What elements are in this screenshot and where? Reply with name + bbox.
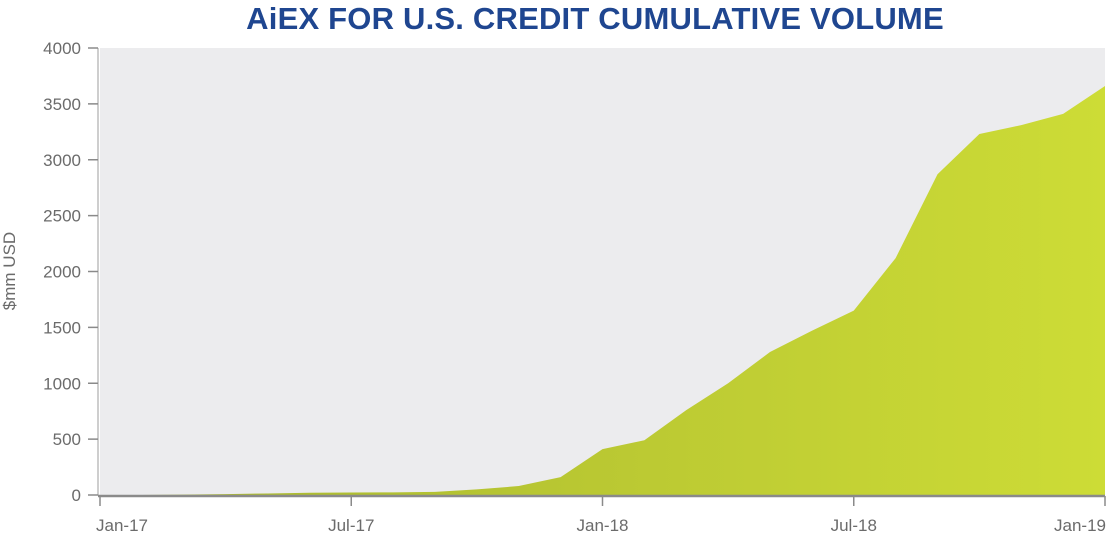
y-tick-label: 1000 [43, 374, 81, 393]
x-tick-label: Jan-19 [1054, 516, 1106, 535]
chart-title: AiEX FOR U.S. CREDIT CUMULATIVE VOLUME [246, 1, 944, 36]
y-tick-label: 1500 [43, 318, 81, 337]
x-axis: Jan-17 Jul-17 Jan-18 Jul-18 Jan-19 [96, 494, 1106, 535]
y-tick-label: 2500 [43, 207, 81, 226]
area-layer [100, 86, 1105, 495]
y-tick-label: 3500 [43, 95, 81, 114]
x-tick-label: Jan-18 [577, 516, 629, 535]
y-tick-label: 4000 [43, 39, 81, 58]
x-tick-label: Jul-17 [328, 516, 374, 535]
y-axis: 0 500 1000 1500 2000 2500 3000 3500 4000 [43, 39, 99, 505]
x-tick-label: Jan-17 [96, 516, 148, 535]
y-tick-label: 500 [53, 430, 81, 449]
y-tick-label: 2000 [43, 263, 81, 282]
x-tick-label: Jul-18 [831, 516, 877, 535]
y-tick-label: 0 [72, 486, 81, 505]
area-series-0 [100, 86, 1105, 495]
y-tick-label: 3000 [43, 151, 81, 170]
y-axis-title: $mm USD [0, 232, 19, 310]
